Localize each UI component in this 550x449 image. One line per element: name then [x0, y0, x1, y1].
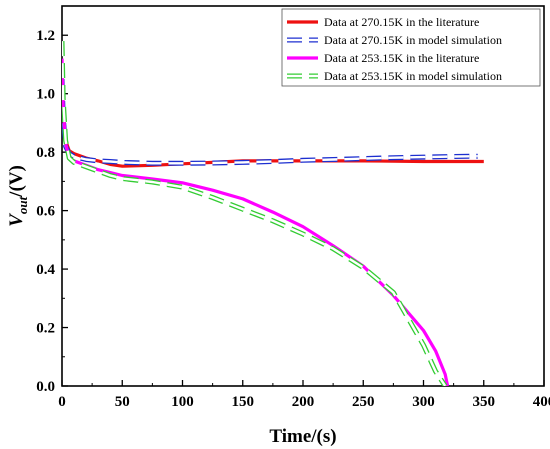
x-tick-label-6: 300 [412, 394, 435, 410]
x-axis-title: Time/(s) [269, 426, 336, 447]
y-tick-label-0: 0.0 [36, 379, 55, 395]
y-axis-title-main: V [6, 213, 27, 227]
y-tick-label-4: 0.8 [36, 145, 55, 161]
x-tick-label-2: 100 [171, 394, 194, 410]
legend-box [281, 8, 541, 87]
y-tick-label-1: 0.2 [36, 321, 55, 337]
x-tick-label-7: 350 [473, 394, 496, 410]
legend-label-1: Data at 270.15K in model simulation [324, 33, 502, 47]
series-1-line [62, 79, 478, 165]
x-tick-label-3: 150 [232, 394, 255, 410]
y-axis-title-sub: out [15, 196, 30, 214]
legend-label-3: Data at 253.15K in model simulation [324, 69, 502, 83]
series-1-line-outline [62, 79, 478, 166]
x-axis: 0 50 100 150 200 250 300 350 400 [58, 380, 550, 410]
y-axis: 0.0 0.2 0.4 0.6 0.8 1.0 1.2 [36, 28, 68, 395]
x-tick-label-1: 50 [115, 394, 130, 410]
x-tick-label-4: 200 [292, 394, 315, 410]
x-tick-label-8: 400 [533, 394, 550, 410]
y-tick-label-5: 1.0 [36, 87, 55, 103]
y-tick-label-6: 1.2 [36, 28, 55, 44]
series-3-line [62, 41, 447, 386]
legend: Data at 270.15K in the literature Data at… [281, 8, 541, 87]
series-layer [62, 41, 484, 386]
y-axis-title: Vout/(V) [6, 165, 30, 227]
legend-label-0: Data at 270.15K in the literature [324, 15, 479, 29]
legend-label-2: Data at 253.15K in the literature [324, 51, 479, 65]
y-tick-label-2: 0.4 [36, 262, 55, 278]
y-tick-label-3: 0.6 [36, 204, 55, 220]
y-axis-title-unit: /(V) [6, 165, 27, 198]
series-2-line [62, 58, 450, 386]
x-tick-label-0: 0 [58, 394, 66, 410]
x-tick-label-5: 250 [352, 394, 375, 410]
